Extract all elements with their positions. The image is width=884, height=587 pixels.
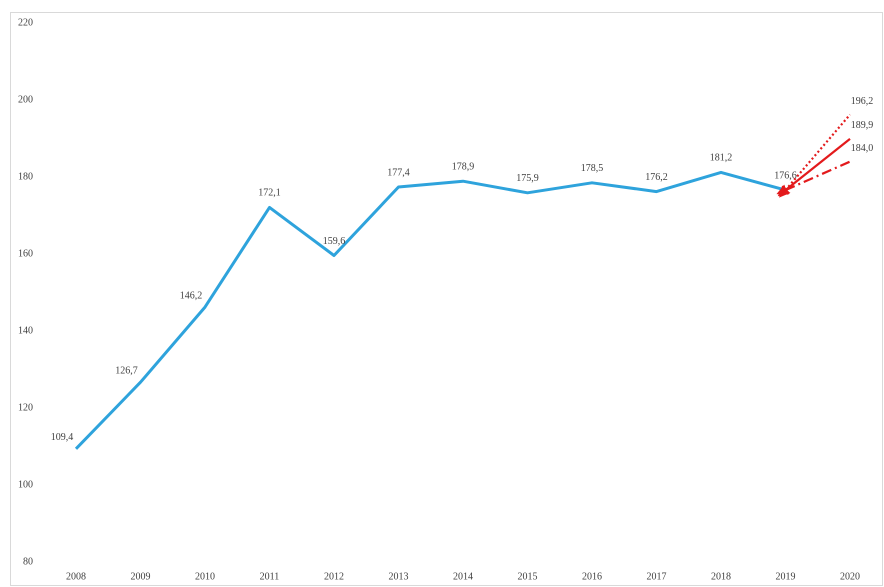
x-tick-label: 2018 [711,571,731,582]
y-tick-label: 100 [18,479,33,490]
data-label: 181,2 [710,153,733,164]
projection-line [777,138,851,197]
y-tick-label: 180 [18,171,33,182]
x-tick-label: 2015 [518,571,538,582]
y-tick-label: 200 [18,94,33,105]
data-label: 178,5 [581,163,604,174]
y-tick-label: 220 [18,17,33,28]
x-tick-label: 2013 [389,571,409,582]
data-label: 177,4 [387,167,410,178]
y-tick-label: 140 [18,325,33,336]
data-label: 176,6 [774,170,797,181]
x-tick-label: 2017 [647,571,667,582]
data-label: 109,4 [51,432,74,443]
data-label: 189,9 [851,120,874,131]
x-tick-label: 2016 [582,571,602,582]
x-tick-label: 2020 [840,571,860,582]
data-label: 172,1 [258,188,281,199]
data-label: 176,2 [645,172,668,183]
x-tick-label: 2011 [260,571,280,582]
y-tick-label: 80 [23,556,33,567]
x-tick-label: 2019 [776,571,796,582]
x-tick-label: 2010 [195,571,215,582]
x-tick-label: 2008 [66,571,86,582]
data-label: 196,2 [851,96,874,107]
data-label: 178,9 [452,162,475,173]
y-tick-label: 120 [18,402,33,413]
chart-border [10,12,883,586]
x-tick-label: 2012 [324,571,344,582]
y-tick-label: 160 [18,248,33,259]
data-label: 126,7 [115,366,138,377]
data-label: 146,2 [180,290,203,301]
projection-line [779,113,851,198]
x-tick-label: 2014 [453,571,473,582]
data-line [74,170,786,450]
projection-line [776,160,851,195]
data-label: 159,6 [323,236,346,247]
x-tick-label: 2009 [131,571,151,582]
data-label: 175,9 [516,173,539,184]
data-label: 184,0 [851,143,874,154]
